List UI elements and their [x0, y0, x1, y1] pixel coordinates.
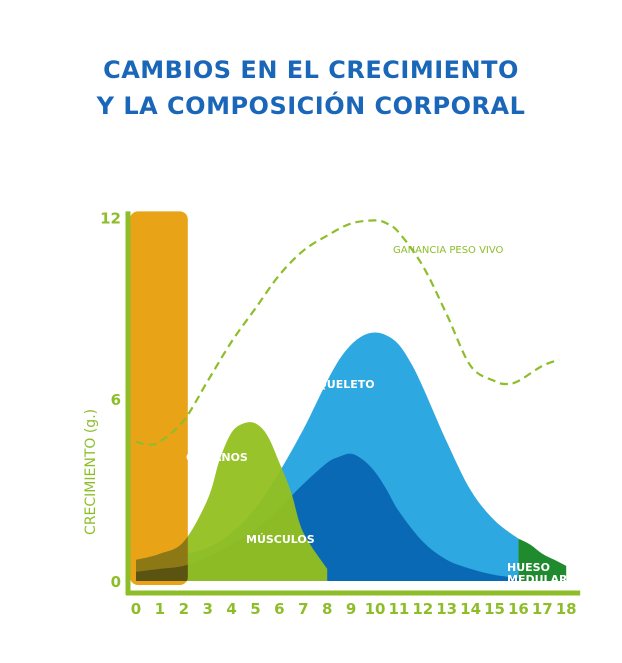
- chart-areas: [130, 211, 567, 585]
- x-tick-label: 16: [508, 600, 529, 618]
- chart-title: CAMBIOS EN EL CRECIMIENTO Y LA COMPOSICI…: [0, 52, 622, 124]
- x-tick-label: 0: [131, 600, 141, 618]
- series-organos-area: [136, 422, 328, 581]
- x-tick-label: 2: [179, 600, 189, 618]
- series-esqueleto-area: [136, 332, 519, 581]
- chart-axes: [125, 211, 581, 596]
- label-organos: ÓRGANOS: [186, 451, 248, 464]
- x-tick-label: 1: [155, 600, 165, 618]
- x-tick-label: 18: [556, 600, 577, 618]
- y-tick-label: 0: [111, 573, 121, 591]
- x-tick-label: 11: [388, 600, 409, 618]
- x-tick-label: 4: [226, 600, 236, 618]
- x-tick-label: 7: [298, 600, 308, 618]
- x-tick-label: 6: [274, 600, 284, 618]
- label-esqueleto: ESQUELETO: [302, 378, 375, 391]
- x-tick-label: 17: [532, 600, 553, 618]
- x-tick-label: 15: [484, 600, 505, 618]
- label-medular: MEDULAR: [507, 573, 568, 586]
- series-hueso-medular-area: [518, 538, 567, 581]
- x-tick-label: 3: [202, 600, 212, 618]
- x-tick-label: 9: [346, 600, 356, 618]
- y-tick-label: 6: [111, 391, 121, 409]
- x-tick-label: 12: [412, 600, 433, 618]
- series-ganancia-line: [135, 219, 560, 446]
- chart-labels: CRECIMIENTO (g.) ÓRGANOS ESQUELETO MÚSCULOS…: [83, 245, 568, 586]
- x-tick-label: 8: [322, 600, 332, 618]
- label-musculos: MÚSCULOS: [246, 533, 315, 546]
- label-hueso: HUESO: [507, 561, 550, 574]
- x-tick-label: 10: [365, 600, 386, 618]
- label-ganancia: GANANCIA PESO VIVO: [393, 245, 504, 256]
- cerebro-bar: [130, 211, 188, 585]
- x-tick-label: 13: [436, 600, 457, 618]
- title-line-2: Y LA COMPOSICIÓN CORPORAL: [96, 92, 526, 120]
- y-axis-label: CRECIMIENTO (g.): [83, 409, 99, 535]
- x-tick-label: 14: [460, 600, 481, 618]
- y-tick-label: 12: [100, 209, 121, 227]
- x-tick-label: 5: [250, 600, 260, 618]
- title-line-1: CAMBIOS EN EL CRECIMIENTO: [103, 56, 519, 84]
